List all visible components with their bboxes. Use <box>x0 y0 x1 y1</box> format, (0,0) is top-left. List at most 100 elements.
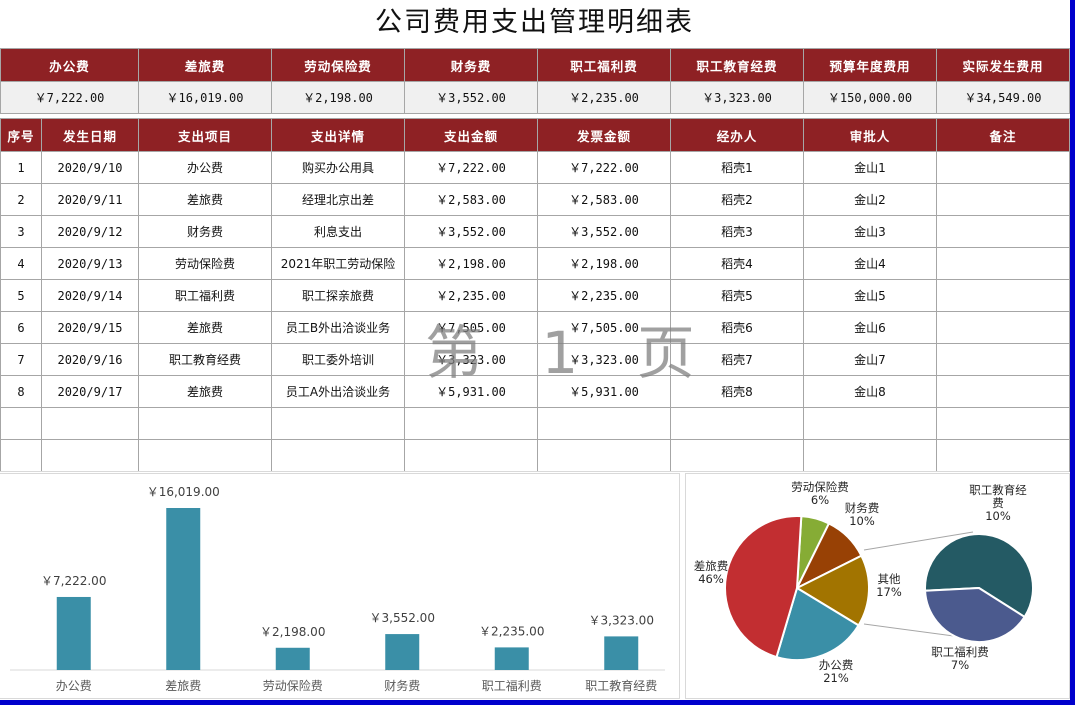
cell-handler[interactable]: 稻壳3 <box>670 215 804 248</box>
cell-handler[interactable]: 稻壳1 <box>670 151 804 184</box>
col-header-item[interactable]: 支出项目 <box>138 118 272 152</box>
cell-invoice[interactable]: ￥2,583.00 <box>537 183 671 216</box>
cell-date[interactable]: 2020/9/11 <box>41 183 139 216</box>
cell-desc[interactable]: 职工委外培训 <box>271 343 405 376</box>
cell-desc[interactable]: 购买办公用具 <box>271 151 405 184</box>
empty-cell[interactable] <box>0 439 42 472</box>
empty-cell[interactable] <box>271 407 405 440</box>
empty-cell[interactable] <box>0 407 42 440</box>
cell-desc[interactable]: 经理北京出差 <box>271 183 405 216</box>
empty-cell[interactable] <box>271 439 405 472</box>
col-header-amount[interactable]: 支出金额 <box>404 118 538 152</box>
cell-approver[interactable]: 金山4 <box>803 247 937 280</box>
summary-value-office[interactable]: ￥7,222.00 <box>0 81 139 114</box>
bar[interactable] <box>604 636 639 670</box>
bar[interactable] <box>385 634 420 670</box>
cell-date[interactable]: 2020/9/15 <box>41 311 139 344</box>
cell-invoice[interactable]: ￥3,323.00 <box>537 343 671 376</box>
cell-approver[interactable]: 金山3 <box>803 215 937 248</box>
cell-no[interactable]: 5 <box>0 279 42 312</box>
bar[interactable] <box>494 647 529 670</box>
cell-date[interactable]: 2020/9/17 <box>41 375 139 408</box>
cell-amount[interactable]: ￥3,552.00 <box>404 215 538 248</box>
pie-slice-other[interactable] <box>794 554 870 627</box>
summary-header-education[interactable]: 职工教育经费 <box>670 48 804 82</box>
cell-desc[interactable]: 职工探亲旅费 <box>271 279 405 312</box>
empty-cell[interactable] <box>670 439 804 472</box>
bar[interactable] <box>275 647 310 670</box>
empty-cell[interactable] <box>41 407 139 440</box>
summary-header-insurance[interactable]: 劳动保险费 <box>271 48 405 82</box>
empty-cell[interactable] <box>404 407 538 440</box>
cell-item[interactable]: 职工福利费 <box>138 279 272 312</box>
empty-cell[interactable] <box>803 439 937 472</box>
cell-approver[interactable]: 金山7 <box>803 343 937 376</box>
bar[interactable] <box>56 596 91 670</box>
cell-handler[interactable]: 稻壳4 <box>670 247 804 280</box>
cell-no[interactable]: 2 <box>0 183 42 216</box>
cell-item[interactable]: 差旅费 <box>138 375 272 408</box>
cell-item[interactable]: 职工教育经费 <box>138 343 272 376</box>
empty-cell[interactable] <box>803 407 937 440</box>
cell-amount[interactable]: ￥5,931.00 <box>404 375 538 408</box>
col-header-date[interactable]: 发生日期 <box>41 118 139 152</box>
cell-invoice[interactable]: ￥7,505.00 <box>537 311 671 344</box>
cell-handler[interactable]: 稻壳6 <box>670 311 804 344</box>
pie-chart[interactable]: 劳动保险费 6% 财务费 10% 其他 17% 办公费 21% 差旅费 46% 职工教育经费 10% 职… <box>685 473 1070 699</box>
cell-date[interactable]: 2020/9/16 <box>41 343 139 376</box>
pie2-slice-welfare[interactable] <box>924 586 1026 643</box>
cell-item[interactable]: 劳动保险费 <box>138 247 272 280</box>
cell-note[interactable] <box>936 375 1070 408</box>
cell-date[interactable]: 2020/9/10 <box>41 151 139 184</box>
cell-note[interactable] <box>936 215 1070 248</box>
cell-invoice[interactable]: ￥5,931.00 <box>537 375 671 408</box>
summary-value-welfare[interactable]: ￥2,235.00 <box>537 81 671 114</box>
cell-no[interactable]: 4 <box>0 247 42 280</box>
cell-no[interactable]: 8 <box>0 375 42 408</box>
cell-desc[interactable]: 员工B外出洽谈业务 <box>271 311 405 344</box>
summary-value-finance[interactable]: ￥3,552.00 <box>404 81 538 114</box>
cell-no[interactable]: 6 <box>0 311 42 344</box>
summary-header-finance[interactable]: 财务费 <box>404 48 538 82</box>
empty-cell[interactable] <box>138 439 272 472</box>
summary-value-travel[interactable]: ￥16,019.00 <box>138 81 272 114</box>
cell-handler[interactable]: 稻壳8 <box>670 375 804 408</box>
col-header-handler[interactable]: 经办人 <box>670 118 804 152</box>
cell-approver[interactable]: 金山1 <box>803 151 937 184</box>
cell-note[interactable] <box>936 279 1070 312</box>
summary-header-welfare[interactable]: 职工福利费 <box>537 48 671 82</box>
cell-no[interactable]: 7 <box>0 343 42 376</box>
summary-header-budget[interactable]: 预算年度费用 <box>803 48 937 82</box>
cell-note[interactable] <box>936 247 1070 280</box>
summary-value-actual[interactable]: ￥34,549.00 <box>936 81 1070 114</box>
cell-approver[interactable]: 金山2 <box>803 183 937 216</box>
cell-approver[interactable]: 金山6 <box>803 311 937 344</box>
summary-header-actual[interactable]: 实际发生费用 <box>936 48 1070 82</box>
cell-note[interactable] <box>936 183 1070 216</box>
cell-desc[interactable]: 2021年职工劳动保险 <box>271 247 405 280</box>
pie2-slice-education[interactable] <box>924 533 1034 619</box>
pie-slice-office[interactable] <box>775 586 860 661</box>
cell-item[interactable]: 差旅费 <box>138 311 272 344</box>
cell-desc[interactable]: 员工A外出洽谈业务 <box>271 375 405 408</box>
empty-cell[interactable] <box>537 407 671 440</box>
cell-handler[interactable]: 稻壳7 <box>670 343 804 376</box>
summary-value-education[interactable]: ￥3,323.00 <box>670 81 804 114</box>
cell-invoice[interactable]: ￥3,552.00 <box>537 215 671 248</box>
col-header-invoice[interactable]: 发票金额 <box>537 118 671 152</box>
empty-cell[interactable] <box>138 407 272 440</box>
cell-invoice[interactable]: ￥7,222.00 <box>537 151 671 184</box>
empty-cell[interactable] <box>537 439 671 472</box>
bar-chart[interactable]: ￥7,222.00 办公费 ￥16,019.00 差旅费 ￥2,198.00 劳动保险费 ￥… <box>0 473 680 699</box>
cell-date[interactable]: 2020/9/14 <box>41 279 139 312</box>
cell-date[interactable]: 2020/9/13 <box>41 247 139 280</box>
col-header-no[interactable]: 序号 <box>0 118 42 152</box>
cell-item[interactable]: 财务费 <box>138 215 272 248</box>
cell-no[interactable]: 3 <box>0 215 42 248</box>
cell-note[interactable] <box>936 151 1070 184</box>
col-header-note[interactable]: 备注 <box>936 118 1070 152</box>
cell-invoice[interactable]: ￥2,198.00 <box>537 247 671 280</box>
summary-value-insurance[interactable]: ￥2,198.00 <box>271 81 405 114</box>
cell-amount[interactable]: ￥7,505.00 <box>404 311 538 344</box>
bar[interactable] <box>166 508 201 670</box>
